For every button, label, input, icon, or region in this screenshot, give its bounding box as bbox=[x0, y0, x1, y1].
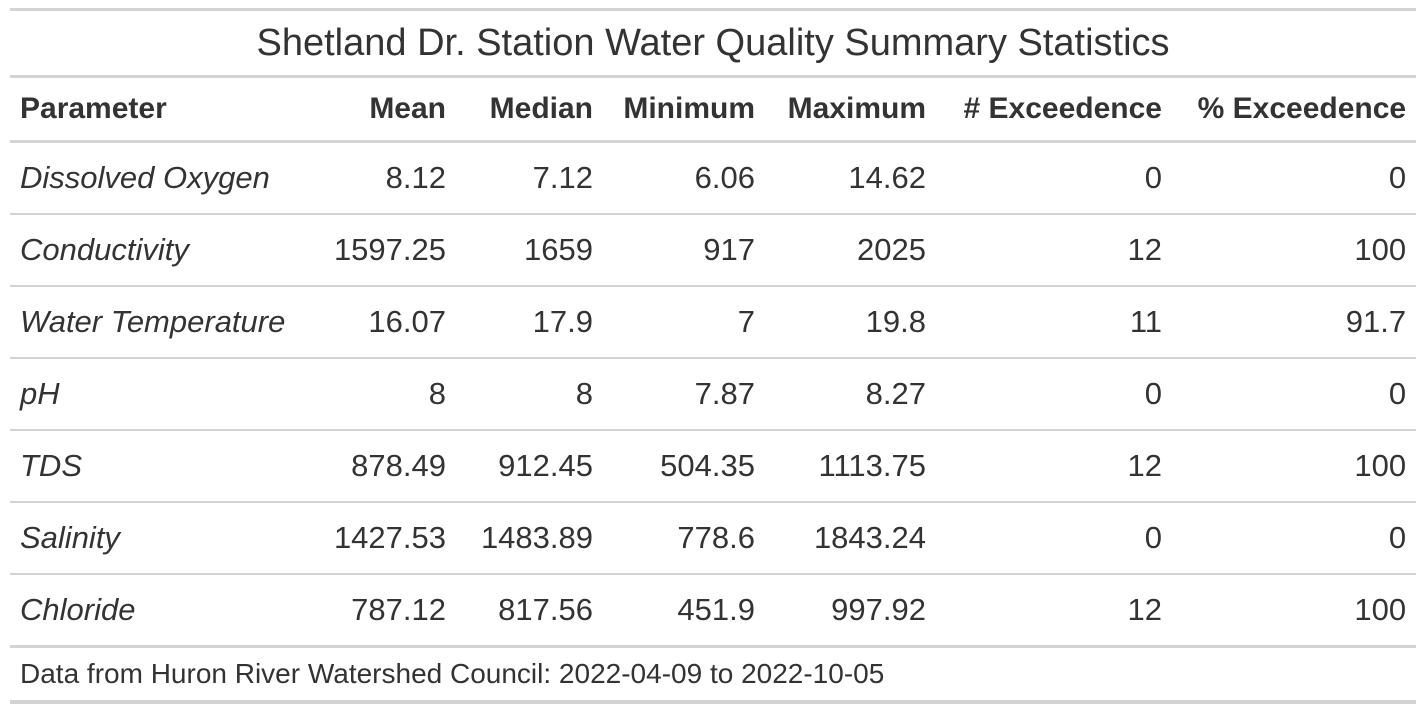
mean-cell: 878.49 bbox=[308, 430, 456, 503]
column-header-exceedence-count: # Exceedence bbox=[936, 76, 1172, 143]
exceedence-count-cell: 0 bbox=[936, 502, 1172, 575]
minimum-cell: 917 bbox=[603, 214, 765, 287]
table-row: Salinity 1427.53 1483.89 778.6 1843.24 0… bbox=[10, 502, 1417, 575]
table-row: Conductivity 1597.25 1659 917 2025 12 10… bbox=[10, 214, 1417, 287]
median-cell: 1659 bbox=[456, 214, 603, 287]
table-row: Dissolved Oxygen 8.12 7.12 6.06 14.62 0 … bbox=[10, 141, 1417, 215]
parameter-cell: pH bbox=[10, 358, 308, 431]
table-row: pH 8 8 7.87 8.27 0 0 bbox=[10, 358, 1417, 431]
table-title: Shetland Dr. Station Water Quality Summa… bbox=[10, 8, 1417, 78]
source-note: Data from Huron River Watershed Council:… bbox=[10, 646, 1417, 704]
maximum-cell: 1843.24 bbox=[765, 502, 936, 575]
minimum-cell: 451.9 bbox=[603, 574, 765, 648]
exceedence-count-cell: 0 bbox=[936, 358, 1172, 431]
parameter-cell: Salinity bbox=[10, 502, 308, 575]
table-row: TDS 878.49 912.45 504.35 1113.75 12 100 bbox=[10, 430, 1417, 503]
exceedence-percent-cell: 100 bbox=[1172, 430, 1417, 503]
exceedence-count-cell: 11 bbox=[936, 286, 1172, 359]
parameter-cell: TDS bbox=[10, 430, 308, 503]
exceedence-percent-cell: 0 bbox=[1172, 141, 1417, 215]
maximum-cell: 997.92 bbox=[765, 574, 936, 648]
mean-cell: 787.12 bbox=[308, 574, 456, 648]
table-row: Water Temperature 16.07 17.9 7 19.8 11 9… bbox=[10, 286, 1417, 359]
exceedence-percent-cell: 100 bbox=[1172, 214, 1417, 287]
mean-cell: 1427.53 bbox=[308, 502, 456, 575]
minimum-cell: 7.87 bbox=[603, 358, 765, 431]
exceedence-count-cell: 12 bbox=[936, 574, 1172, 648]
parameter-cell: Conductivity bbox=[10, 214, 308, 287]
mean-cell: 1597.25 bbox=[308, 214, 456, 287]
exceedence-count-cell: 0 bbox=[936, 141, 1172, 215]
median-cell: 912.45 bbox=[456, 430, 603, 503]
exceedence-percent-cell: 0 bbox=[1172, 502, 1417, 575]
median-cell: 8 bbox=[456, 358, 603, 431]
exceedence-percent-cell: 91.7 bbox=[1172, 286, 1417, 359]
exceedence-count-cell: 12 bbox=[936, 430, 1172, 503]
maximum-cell: 1113.75 bbox=[765, 430, 936, 503]
minimum-cell: 7 bbox=[603, 286, 765, 359]
median-cell: 7.12 bbox=[456, 141, 603, 215]
maximum-cell: 19.8 bbox=[765, 286, 936, 359]
header-row: Parameter Mean Median Minimum Maximum # … bbox=[10, 76, 1417, 143]
column-header-mean: Mean bbox=[308, 76, 456, 143]
maximum-cell: 8.27 bbox=[765, 358, 936, 431]
median-cell: 817.56 bbox=[456, 574, 603, 648]
parameter-cell: Water Temperature bbox=[10, 286, 308, 359]
column-header-parameter: Parameter bbox=[10, 76, 308, 143]
maximum-cell: 14.62 bbox=[765, 141, 936, 215]
exceedence-percent-cell: 0 bbox=[1172, 358, 1417, 431]
mean-cell: 8 bbox=[308, 358, 456, 431]
median-cell: 1483.89 bbox=[456, 502, 603, 575]
exceedence-count-cell: 12 bbox=[936, 214, 1172, 287]
mean-cell: 8.12 bbox=[308, 141, 456, 215]
mean-cell: 16.07 bbox=[308, 286, 456, 359]
table-row: Chloride 787.12 817.56 451.9 997.92 12 1… bbox=[10, 574, 1417, 648]
minimum-cell: 6.06 bbox=[603, 141, 765, 215]
column-header-minimum: Minimum bbox=[603, 76, 765, 143]
summary-table: Shetland Dr. Station Water Quality Summa… bbox=[10, 8, 1417, 704]
parameter-cell: Chloride bbox=[10, 574, 308, 648]
minimum-cell: 778.6 bbox=[603, 502, 765, 575]
column-header-exceedence-percent: % Exceedence bbox=[1172, 76, 1417, 143]
column-header-maximum: Maximum bbox=[765, 76, 936, 143]
median-cell: 17.9 bbox=[456, 286, 603, 359]
exceedence-percent-cell: 100 bbox=[1172, 574, 1417, 648]
maximum-cell: 2025 bbox=[765, 214, 936, 287]
column-header-median: Median bbox=[456, 76, 603, 143]
summary-table-container: Shetland Dr. Station Water Quality Summa… bbox=[10, 8, 1417, 704]
parameter-cell: Dissolved Oxygen bbox=[10, 141, 308, 215]
minimum-cell: 504.35 bbox=[603, 430, 765, 503]
